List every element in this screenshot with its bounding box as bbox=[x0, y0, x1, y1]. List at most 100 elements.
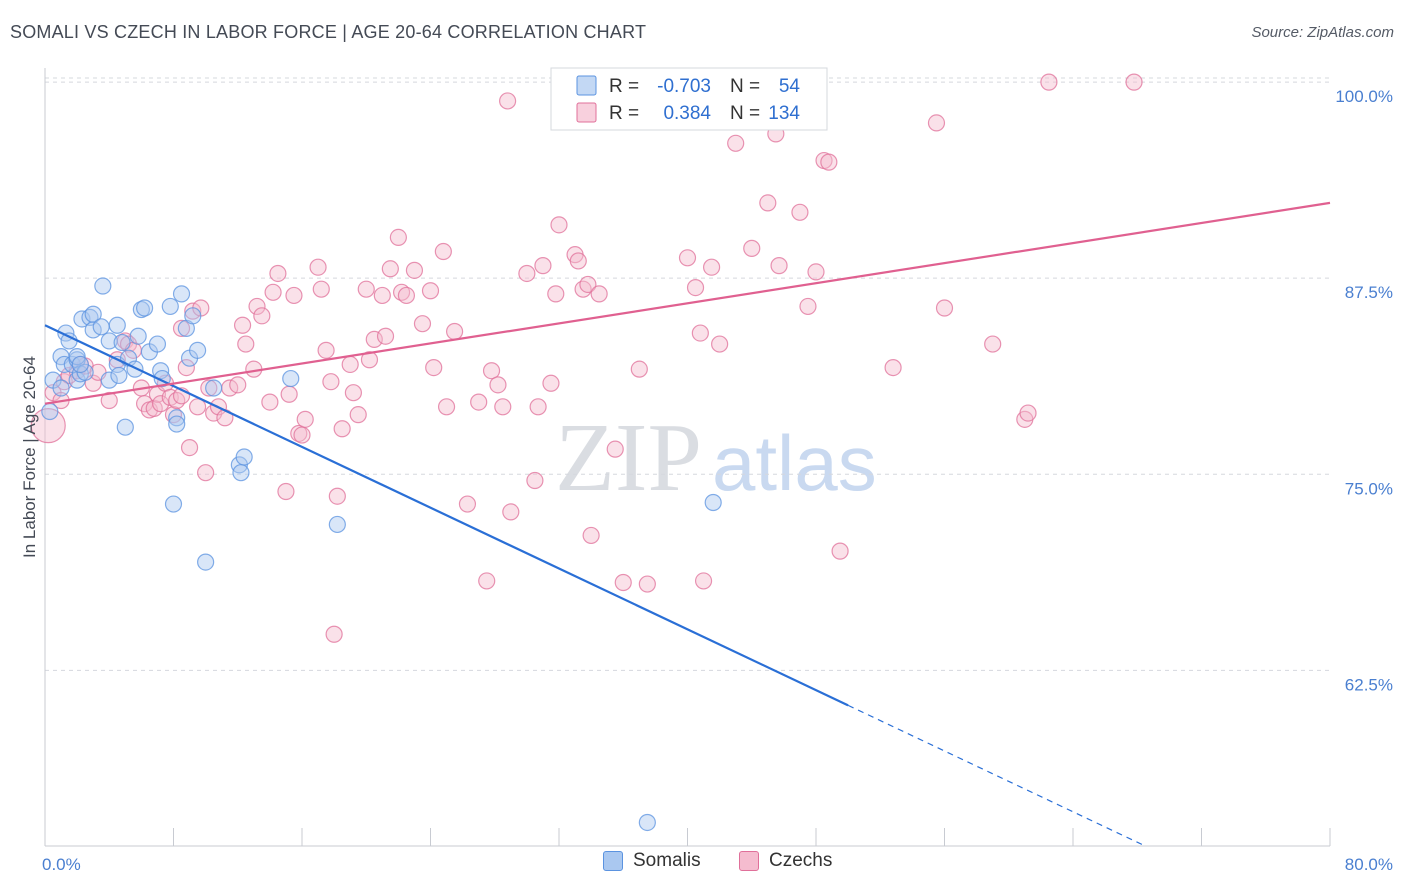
czechs-point bbox=[253, 307, 271, 325]
czechs-point bbox=[743, 239, 761, 257]
czechs-point bbox=[164, 406, 183, 424]
czechs-point bbox=[569, 252, 587, 270]
czechs-point bbox=[437, 398, 456, 416]
czechs-point bbox=[325, 625, 343, 643]
czechs-point bbox=[168, 391, 186, 410]
czechs-point bbox=[328, 487, 346, 505]
legend-n-value-czechs: 134 bbox=[768, 103, 800, 124]
legend-r-value-czechs: 0.384 bbox=[663, 103, 711, 124]
czechs-point bbox=[582, 526, 600, 545]
somalis-point bbox=[41, 402, 59, 421]
czechs-point bbox=[269, 264, 287, 283]
czechs-point bbox=[434, 242, 452, 261]
somalis-point bbox=[52, 379, 70, 397]
czechs-point bbox=[820, 153, 838, 171]
czechs-point bbox=[376, 327, 395, 345]
czechs-point bbox=[1019, 404, 1037, 422]
somalis-point bbox=[94, 277, 112, 295]
legend-r-value-somalis: -0.703 bbox=[657, 76, 711, 97]
czechs-point bbox=[381, 260, 399, 278]
legend-item-czechs: Czechs bbox=[739, 850, 832, 872]
watermark-zip: ZIP bbox=[555, 404, 702, 512]
czechs-point bbox=[489, 376, 507, 394]
points bbox=[30, 73, 1143, 832]
legend: R = -0.703 N = 54 R = 0.384 N = 134 bbox=[550, 67, 828, 131]
czechs-point bbox=[499, 92, 517, 110]
czechs-point bbox=[30, 408, 66, 444]
czechs-point bbox=[1040, 73, 1058, 91]
czechs-point bbox=[188, 398, 207, 416]
somalis-point bbox=[110, 366, 128, 385]
czechs-point bbox=[405, 261, 424, 279]
y-tick-label: 87.5% bbox=[1345, 283, 1393, 302]
czechs-point bbox=[759, 194, 777, 212]
somalis-point bbox=[197, 553, 215, 571]
legend-swatch-somalis bbox=[576, 75, 597, 96]
somalis-point bbox=[172, 285, 191, 303]
czechs-point bbox=[280, 385, 298, 403]
legend-label-czechs: Czechs bbox=[769, 850, 833, 871]
somalis-point bbox=[60, 332, 78, 350]
somalis-point bbox=[164, 495, 183, 513]
czechs-point bbox=[574, 280, 592, 298]
czechs-point bbox=[349, 406, 367, 424]
somalis-point bbox=[168, 415, 186, 433]
somalis-point bbox=[235, 448, 253, 466]
czechs-point bbox=[550, 216, 568, 234]
legend-n-label: N = bbox=[730, 76, 760, 97]
legend-item-somalis: Somalis bbox=[603, 850, 701, 872]
czechs-point bbox=[711, 335, 729, 353]
legend-n-value-somalis: 54 bbox=[779, 76, 801, 97]
czechs-point bbox=[389, 228, 407, 247]
czechs-point bbox=[691, 324, 709, 342]
somalis-point bbox=[232, 464, 250, 482]
somalis-point bbox=[184, 307, 202, 325]
somalis-point bbox=[135, 299, 154, 317]
czechs-point bbox=[984, 335, 1002, 353]
czechs-point bbox=[261, 393, 279, 411]
bottom-legend: Somalis Czechs bbox=[0, 850, 1406, 880]
czechs-point bbox=[277, 482, 295, 501]
czechs-point bbox=[322, 373, 340, 391]
czechs-point bbox=[678, 249, 697, 267]
y-tick-label: 75.0% bbox=[1345, 479, 1393, 498]
czechs-point bbox=[727, 134, 745, 152]
somalis-point bbox=[161, 297, 179, 316]
czechs-point bbox=[172, 319, 191, 337]
czechs-point bbox=[197, 464, 215, 482]
czechs-point bbox=[397, 286, 416, 305]
czechs-point bbox=[799, 297, 817, 316]
chart-title: SOMALI VS CZECH IN LABOR FORCE | AGE 20-… bbox=[10, 22, 647, 42]
czechs-point bbox=[518, 264, 536, 283]
czechs-point bbox=[694, 572, 713, 590]
czechs-point bbox=[542, 374, 560, 392]
czechs-point bbox=[357, 280, 375, 298]
legend-swatch-czechs bbox=[576, 102, 597, 123]
czechs-point bbox=[807, 263, 825, 281]
legend-swatch-somalis bbox=[603, 851, 623, 871]
czechs-point bbox=[309, 258, 327, 276]
trend-lines bbox=[44, 201, 1331, 847]
czechs-point bbox=[200, 379, 218, 397]
czechs-point bbox=[344, 384, 362, 402]
czechs-point bbox=[317, 341, 335, 359]
czechs-point bbox=[333, 420, 351, 438]
czechs-point bbox=[630, 360, 648, 378]
y-axis-label: In Labor Force | Age 20-64 bbox=[20, 356, 39, 558]
czechs-point bbox=[248, 297, 266, 316]
somalis-point bbox=[328, 515, 346, 534]
somalis-point bbox=[205, 379, 223, 397]
czechs-point bbox=[293, 426, 311, 444]
czechs-point bbox=[445, 322, 464, 341]
czechs-point bbox=[478, 572, 496, 590]
czechs-point bbox=[373, 286, 391, 305]
x-tick-label: 80.0% bbox=[1345, 855, 1393, 874]
somalis-point bbox=[704, 493, 722, 512]
legend-label-somalis: Somalis bbox=[633, 850, 701, 871]
czechs-point bbox=[529, 398, 547, 416]
czechs-point bbox=[935, 299, 954, 317]
somalis-point bbox=[92, 318, 110, 336]
czechs-point bbox=[341, 355, 359, 374]
czechs-point bbox=[285, 286, 303, 305]
